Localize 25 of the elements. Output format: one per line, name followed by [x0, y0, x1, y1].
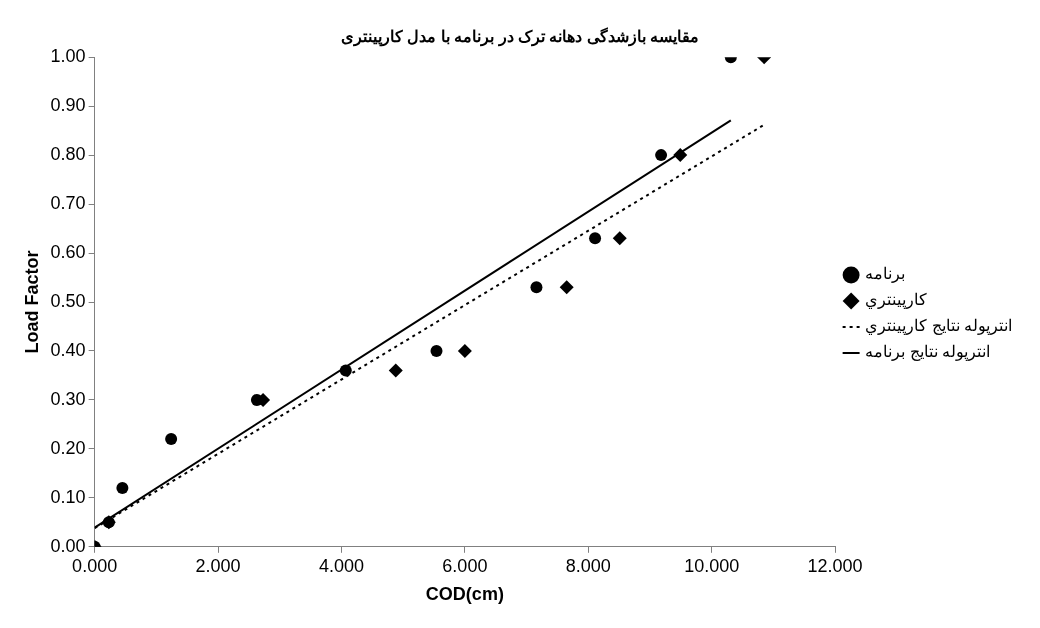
y-tick-label: 0.20: [50, 437, 86, 458]
x-axis-title: COD(cm): [425, 584, 504, 605]
y-tick-label: 0.30: [50, 388, 86, 409]
legend-label: برنامه: [865, 265, 906, 284]
y-tick-label: 0.60: [50, 242, 86, 263]
legend-label: انترپوله نتایج برنامه: [865, 343, 990, 362]
y-tick-label: 1.00: [50, 46, 86, 67]
y-tick-label: 0.10: [50, 486, 86, 507]
legend-label: انترپوله نتایج کارپینتري: [865, 317, 1012, 336]
y-axis-title: Load Factor: [21, 250, 42, 354]
x-tick-label: 6.000: [442, 555, 488, 576]
y-tick-label: 0.50: [50, 290, 86, 311]
x-tick-label: 10.000: [684, 555, 740, 576]
y-tick-label: 0.00: [50, 535, 86, 556]
y-tick-label: 0.40: [50, 339, 86, 360]
x-tick-label: 12.000: [807, 555, 863, 576]
y-tick-label: 0.90: [50, 95, 86, 116]
y-tick-label: 0.80: [50, 144, 86, 165]
x-tick-label: 2.000: [195, 555, 241, 576]
x-tick-label: 8.000: [565, 555, 611, 576]
y-tick-label: 0.70: [50, 193, 86, 214]
x-tick-label: 4.000: [318, 555, 364, 576]
chart-title: مقایسه بازشدگی دهانه ترک در برنامه با مدل کارپینتری: [340, 27, 700, 48]
x-tick-label: 0.000: [72, 555, 118, 576]
legend-label: کارپینتري: [865, 291, 928, 310]
